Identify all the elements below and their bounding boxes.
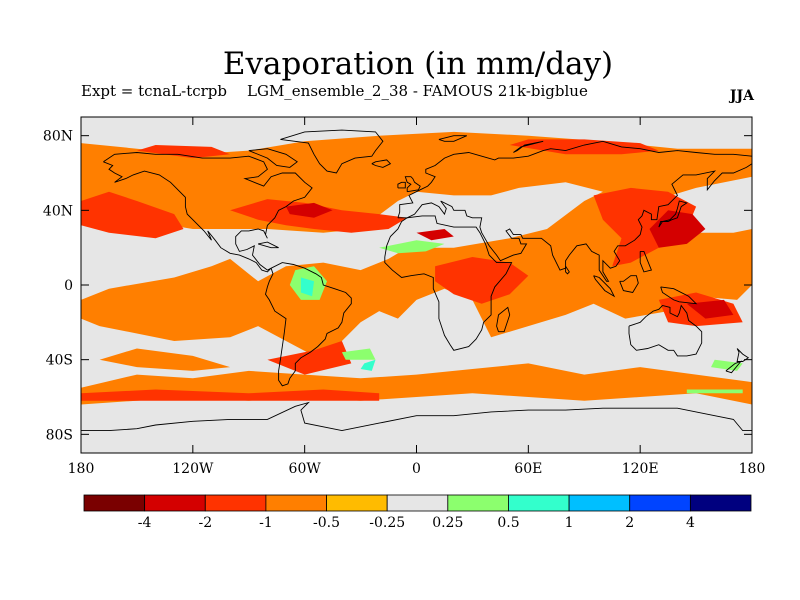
colorbar-swatch [508,494,570,512]
evaporation-field [81,131,752,405]
field-region-21-0 [300,277,314,297]
coastline-sumatra [593,275,616,298]
coastline-baffin [248,148,298,168]
field-region-5-0 [136,145,231,159]
colorbar-swatch [144,494,206,512]
field-region-17-0 [379,240,445,254]
axis-ticks: 80N 40N 0 40S 80S 180 120W 60W 0 60E 120E 180 [43,117,765,477]
field-region-15-0 [416,229,454,241]
lon-tick-label: 60E [514,461,542,477]
field-region-13-0 [286,202,333,218]
lon-tick-label: 120E [622,461,659,477]
field-region-19-0 [341,348,376,360]
lat-tick-label: 40S [46,353,73,369]
coastline-iceland [371,159,392,168]
colorbar-swatch [447,494,509,512]
lon-tick-label: 180 [739,461,766,477]
coastline-philippines [639,250,653,273]
lat-tick-label: 80N [43,129,73,145]
coastline-australia [628,304,703,357]
season-label: JJA [729,88,754,104]
colorbar-swatch [568,494,631,512]
colorbar-level-label: 2 [625,515,634,531]
field-region-10-0 [81,389,380,401]
field-region-9-0 [267,341,352,375]
lon-tick-label: 120W [172,461,214,477]
coastline-madagascar [496,306,511,333]
field-region-20-0 [686,389,743,394]
coastline-eurasia [397,140,752,282]
experiment-name: LGM_ensemble_2_38 - FAMOUS 21k-bigblue [247,82,588,100]
field-region-7-0 [593,187,697,267]
chart-title: Evaporation (in mm/day) [222,46,614,82]
coastline-new-zealand [736,348,750,362]
coastline-japan [658,200,688,228]
colorbar-level-label: -2 [198,515,212,531]
colorbar-level-label: -1 [259,515,273,531]
lon-tick-label: 60W [289,461,322,477]
colorbar-swatch [265,494,327,512]
colorbar-level-label: 0.25 [432,515,463,531]
coastline-novaya-zemlya [513,140,544,153]
colorbar-swatch [689,494,752,512]
colorbar-level-label: 4 [686,515,695,531]
colorbar-level-label: -0.25 [369,515,405,531]
field-region-12-0 [649,210,706,248]
coastline-new-zealand-south [725,360,743,374]
coastline-south-america [265,262,352,387]
coastline-svalbard [438,135,467,142]
coastline-ireland [397,181,406,189]
coastline-borneo [619,275,639,294]
field-region-22-0 [360,359,376,371]
experiment-label: Expt = tcnaL-tcrpb [81,82,228,100]
coastline-uk [404,176,421,193]
coastline-africa [384,215,513,351]
colorbar-level-label: 0.5 [497,515,519,531]
coastline-greenland [280,129,384,174]
field-region-2-0 [99,348,231,371]
colorbar-level-label: -0.5 [313,515,340,531]
colorbar-swatch [629,494,691,512]
colorbar-level-label: -4 [138,515,152,531]
lon-tick-label: 180 [68,461,95,477]
lon-tick-label: 0 [412,461,421,477]
field-region-6-0 [509,139,659,155]
colorbar-swatch [326,494,388,512]
coastline-cuba [257,241,279,249]
colorbar-swatch [204,494,267,512]
lat-tick-label: 0 [64,278,73,294]
coastline-sri-lanka [565,266,570,275]
colorbar-swatch [83,494,146,512]
field-region-3-0 [81,191,184,239]
lat-tick-label: 80S [46,427,73,443]
colorbar: -4 -2 -1 -0.5 -0.25 0.25 0.5 1 2 4 [83,494,752,531]
lat-tick-label: 40N [43,203,73,219]
field-region-14-0 [686,299,734,319]
field-region-8-0 [435,257,529,304]
colorbar-level-label: 1 [565,515,574,531]
coastline-antarctica [81,401,752,432]
coastline-new-guinea [660,286,698,305]
field-region-0-0 [81,131,752,356]
coastline-north-america [103,152,313,273]
coastlines [81,129,752,432]
colorbar-swatch [386,494,449,512]
